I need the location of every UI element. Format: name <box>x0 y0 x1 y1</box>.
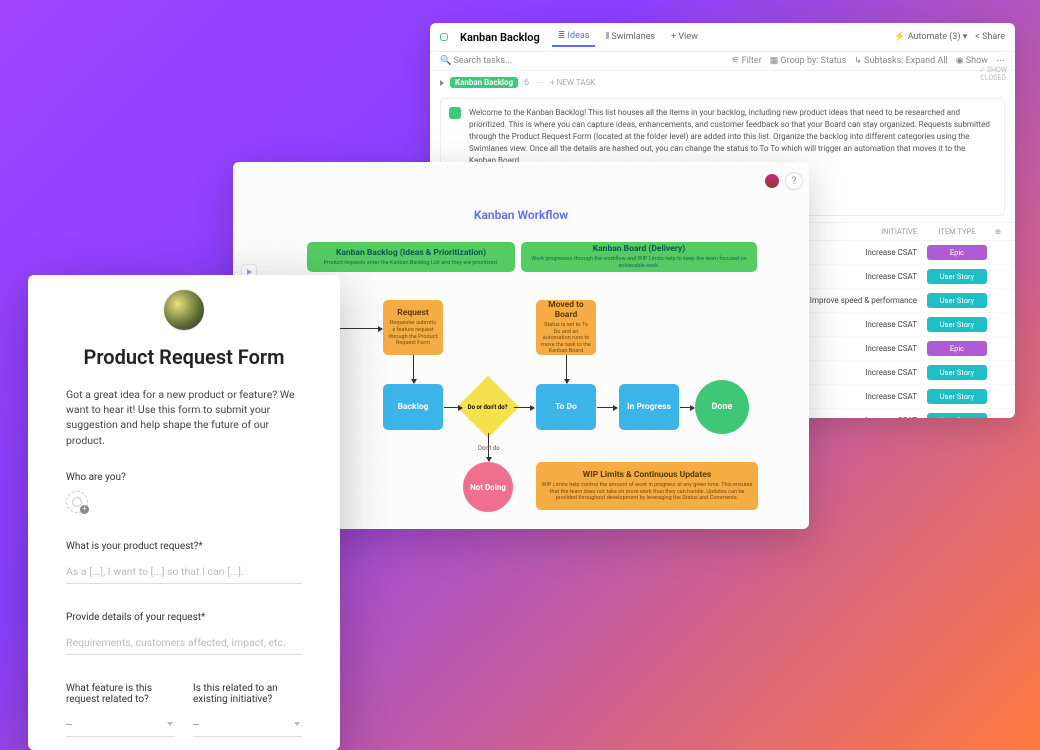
backlog-toolbar: 🔍 Search tasks... ⚟ Filter ▦ Group by: S… <box>430 52 1015 71</box>
node-moved[interactable]: Moved to Board Status is set to To Do an… <box>536 300 596 355</box>
search-input[interactable]: 🔍 Search tasks... <box>440 56 512 66</box>
cell-itemtype: User Story <box>927 413 987 418</box>
tab-view[interactable]: + View <box>665 28 704 46</box>
backlog-header: Kanban Backlog ≣ Ideas⫴ Swimlanes+ View … <box>430 23 1015 52</box>
node-sub: Requester submits a feature request thro… <box>388 320 438 346</box>
automate-button[interactable]: ⚡ Automate (3) ▾ <box>894 32 967 42</box>
node-title: Not Doing <box>470 483 506 492</box>
filter-button[interactable]: ⚟ Filter <box>731 56 761 66</box>
cell-itemtype: User Story <box>927 293 987 308</box>
node-request[interactable]: Request Requester submits a feature requ… <box>383 300 443 355</box>
tab-ideas[interactable]: ≣ Ideas <box>552 27 596 47</box>
whiteboard-title: Kanban Workflow <box>233 208 809 222</box>
lane-title: Kanban Board (Delivery) <box>593 244 686 254</box>
form-avatar <box>163 289 205 331</box>
arrow <box>413 355 414 383</box>
user-avatar[interactable] <box>763 172 781 190</box>
more-icon[interactable]: ⋯ <box>535 78 544 88</box>
node-sub: Status is set to To Do and an automation… <box>541 322 591 355</box>
groupby-button[interactable]: ▦ Group by: Status <box>770 56 847 66</box>
tab-swimlanes[interactable]: ⫴ Swimlanes <box>599 28 661 46</box>
lane-sub: Work progresses through the workflow and… <box>526 256 752 269</box>
who-label: Who are you? <box>66 472 302 483</box>
col-itemtype[interactable]: ITEM TYPE <box>927 227 987 236</box>
chevron-icon[interactable] <box>440 80 444 86</box>
node-notdoing[interactable]: Not Doing <box>463 462 513 512</box>
checkbox-icon[interactable] <box>449 107 461 119</box>
node-decision[interactable]: Do or don't do? <box>457 376 519 438</box>
request-label: What is your product request?* <box>66 541 302 552</box>
details-label: Provide details of your request* <box>66 612 302 623</box>
feature-select[interactable]: -- <box>66 713 175 737</box>
cell-itemtype: User Story <box>927 389 987 404</box>
backlog-title: Kanban Backlog <box>460 31 540 44</box>
node-title: In Progress <box>627 402 671 412</box>
form-intro: Got a great idea for a new product or fe… <box>66 387 302 448</box>
desc-body: Welcome to the Kanban Backlog! This list… <box>469 107 994 167</box>
cell-itemtype: Epic <box>927 341 987 356</box>
details-input[interactable] <box>66 631 302 655</box>
node-inprogress[interactable]: In Progress <box>619 384 679 430</box>
arrow <box>338 328 382 329</box>
more-icon[interactable]: ⋯ <box>996 56 1005 66</box>
arrow <box>597 407 617 408</box>
subtasks-button[interactable]: ↳ Subtasks: Expand All <box>854 56 947 66</box>
node-todo[interactable]: To Do <box>536 384 596 430</box>
add-user-button[interactable]: + <box>66 491 88 513</box>
task-count: 6 <box>524 78 529 88</box>
cell-itemtype: User Story <box>927 365 987 380</box>
node-backlog[interactable]: Backlog <box>383 384 443 430</box>
cell-itemtype: Epic <box>927 245 987 260</box>
node-sub: WIP Limits help control the amount of wo… <box>541 482 753 502</box>
request-input[interactable] <box>66 560 302 584</box>
node-title: Do or don't do? <box>468 403 508 410</box>
node-title: Backlog <box>398 402 429 412</box>
list-header: Kanban Backlog 6 ⋯ + NEW TASK <box>430 71 1015 94</box>
product-request-form: Product Request Form Got a great idea fo… <box>28 275 340 750</box>
new-task-button[interactable]: + NEW TASK <box>550 78 595 87</box>
node-wip[interactable]: WIP Limits & Continuous Updates WIP Limi… <box>536 462 758 510</box>
node-title: Done <box>712 402 733 412</box>
cell-itemtype: User Story <box>927 317 987 332</box>
node-title: WIP Limits & Continuous Updates <box>583 470 711 480</box>
arrow <box>680 407 694 408</box>
node-title: To Do <box>555 402 577 412</box>
arrow <box>566 355 567 383</box>
initiative-label: Is this related to an existing initiativ… <box>193 683 302 705</box>
show-closed-toggle[interactable]: ✓ SHOW CLOSED <box>979 67 1007 82</box>
list-name-pill[interactable]: Kanban Backlog <box>450 77 518 88</box>
node-title: Moved to Board <box>541 300 591 320</box>
share-button[interactable]: < Share <box>975 32 1005 42</box>
lane-board[interactable]: Kanban Board (Delivery) Work progresses … <box>521 242 757 272</box>
arrow-label: Don't do <box>478 445 500 452</box>
add-column-icon[interactable]: ⊕ <box>991 227 1005 236</box>
help-icon[interactable]: ? <box>785 172 803 190</box>
lane-backlog[interactable]: Kanban Backlog (Ideas & Prioritization) … <box>307 242 515 272</box>
view-tabs: ≣ Ideas⫴ Swimlanes+ View <box>552 27 704 47</box>
node-done[interactable]: Done <box>695 380 749 434</box>
initiative-select[interactable]: -- <box>193 713 302 737</box>
node-title: Request <box>397 308 428 318</box>
cell-itemtype: User Story <box>927 269 987 284</box>
lane-title: Kanban Backlog (Ideas & Prioritization) <box>336 248 486 258</box>
form-title: Product Request Form <box>66 345 302 369</box>
lane-sub: Product requests enter the Kanban Backlo… <box>324 260 499 267</box>
arrow <box>514 407 534 408</box>
status-dot-icon <box>440 33 448 41</box>
arrow <box>444 407 462 408</box>
feature-label: What feature is this request related to? <box>66 683 175 705</box>
show-button[interactable]: ◉ Show <box>956 56 988 66</box>
